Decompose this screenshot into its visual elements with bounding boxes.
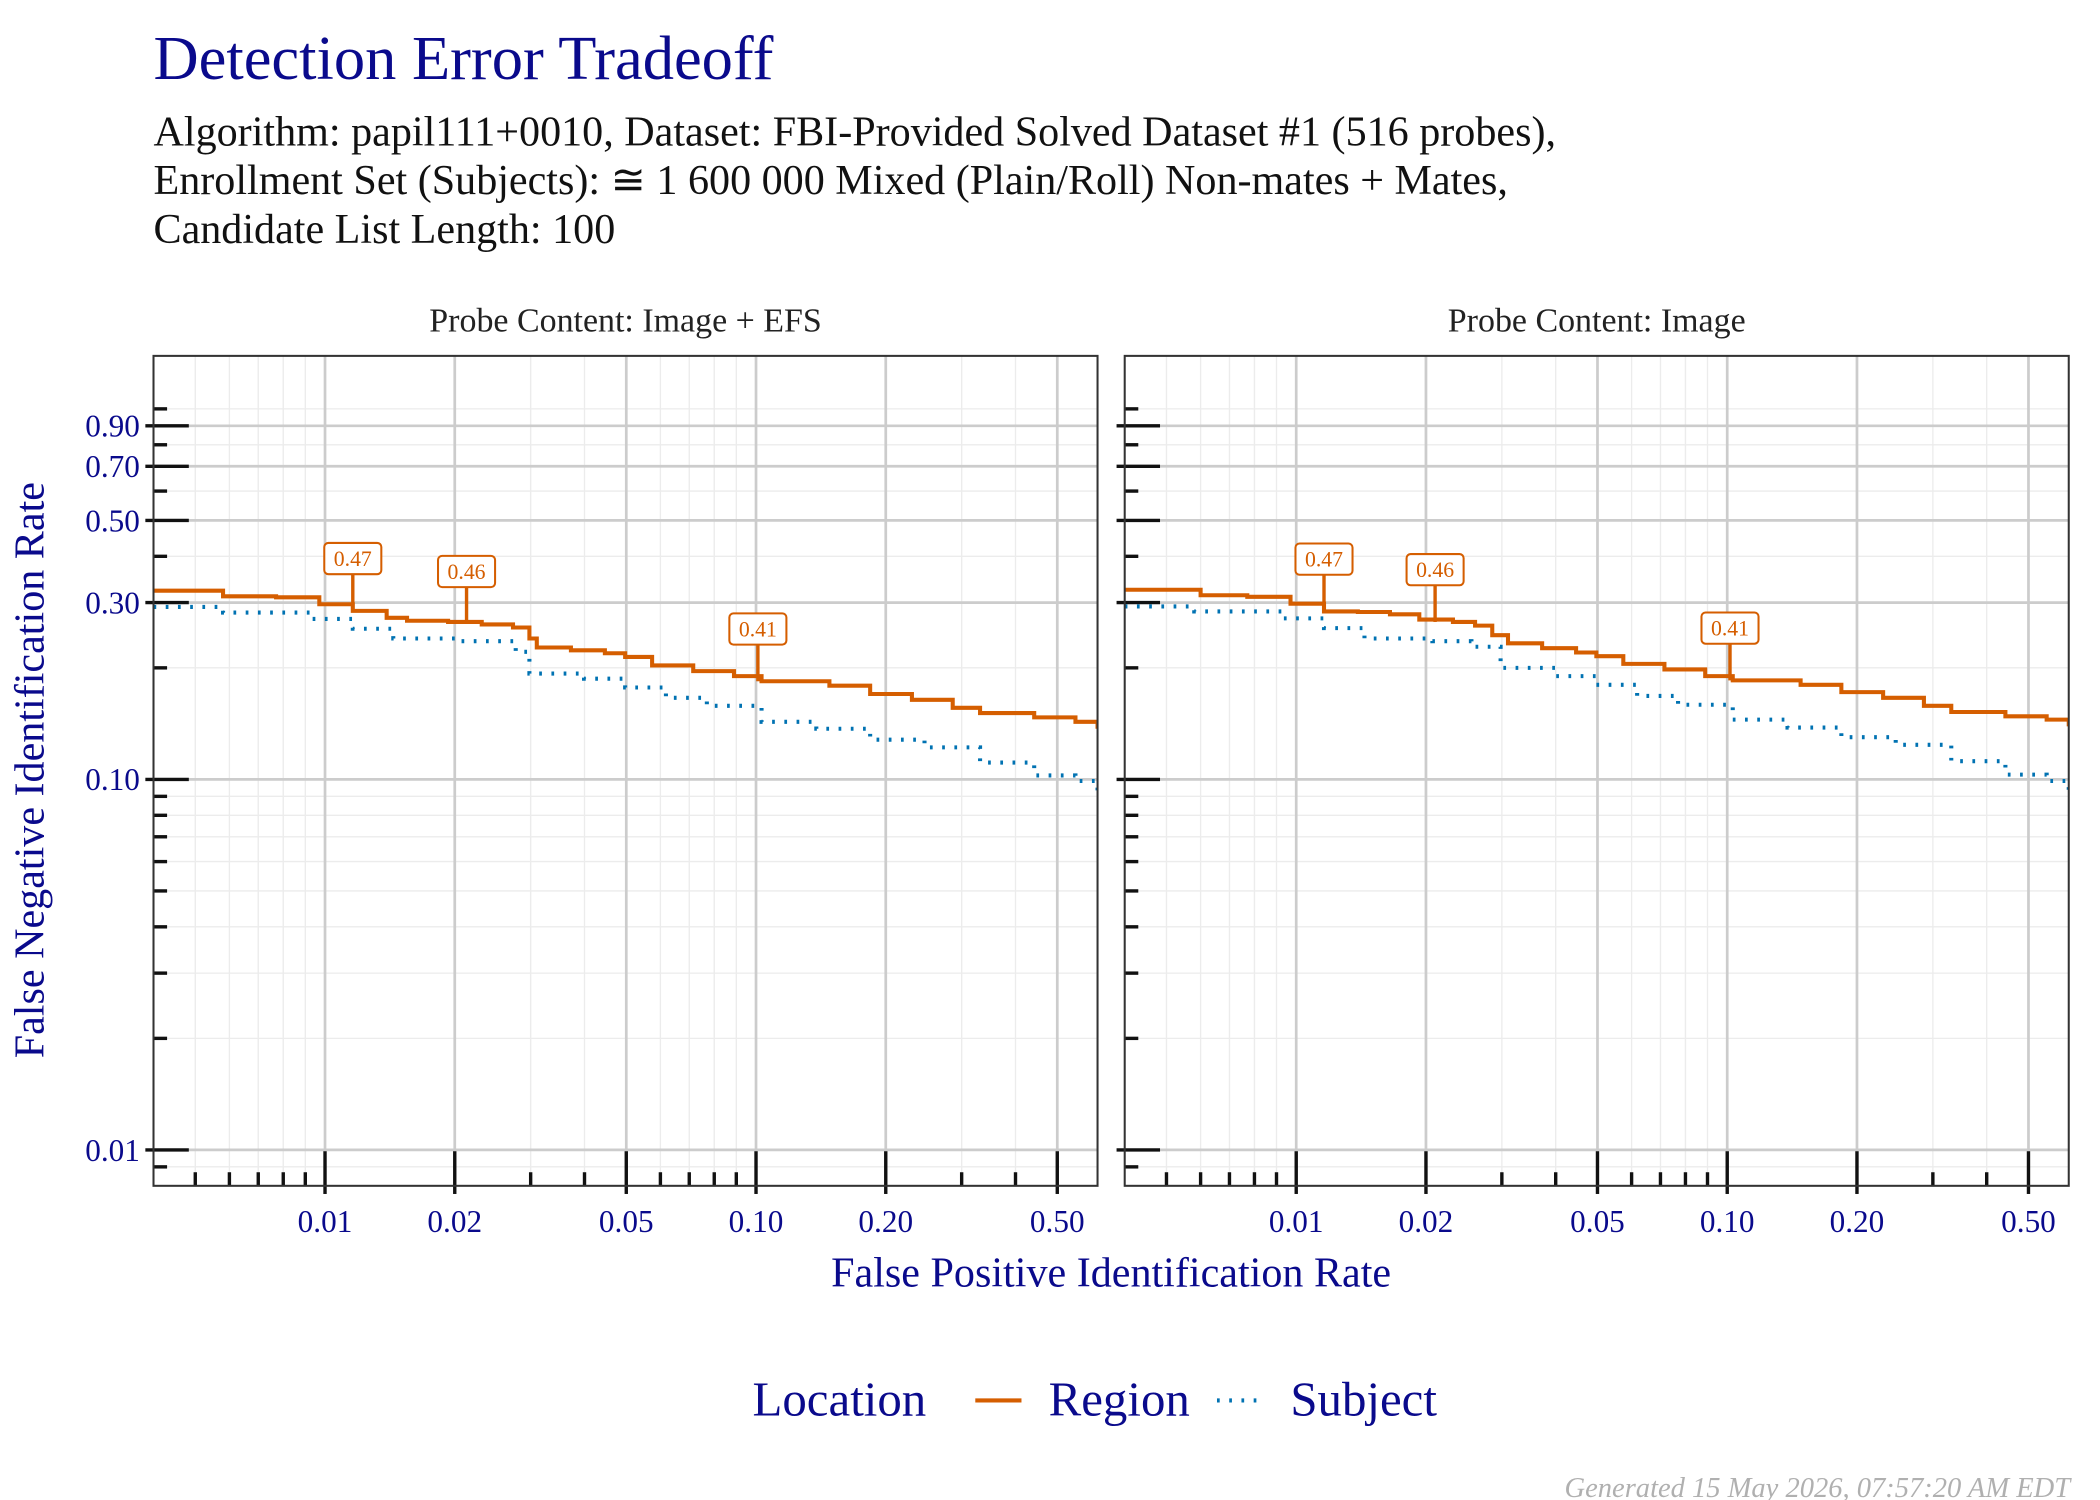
y-tick-label: 0.90 [85, 409, 140, 444]
legend-title: Location [753, 1371, 927, 1426]
subtitle: Enrollment Set (Subjects): ≅ 1 600 000 M… [154, 157, 1508, 204]
annotation-box [323, 541, 383, 576]
x-tick-label: 0.01 [298, 1204, 353, 1239]
annotation-box [437, 554, 497, 589]
x-axis-label: False Positive Identification Rate [831, 1249, 1391, 1296]
y-tick-label: 0.10 [85, 762, 140, 797]
y-tick-label: 0.30 [85, 585, 140, 620]
annotation-label: 0.41 [1711, 617, 1749, 641]
annotation-box [1700, 611, 1760, 645]
x-tick-label: 0.10 [1700, 1204, 1755, 1239]
x-tick-label: 0.02 [427, 1204, 482, 1239]
x-tick-label: 0.02 [1399, 1204, 1454, 1239]
x-tick-label: 0.20 [858, 1204, 913, 1239]
facet-title: Probe Content: Image [1448, 302, 1746, 339]
x-tick-label: 0.20 [1830, 1204, 1885, 1239]
x-tick-label: 0.50 [2001, 1204, 2056, 1239]
y-axis-label: False Negative Identification Rate [6, 482, 53, 1058]
panel: Probe Content: Image 0.01 0.02 0.05 0.10 0.20… [1116, 302, 2070, 1239]
series-line [1124, 587, 2069, 727]
annotation-label: 0.47 [1305, 548, 1343, 572]
annotation-box [728, 612, 788, 646]
x-tick-label: 0.01 [1269, 1204, 1324, 1239]
panel: Probe Content: Image + EFS 0.01 0.02 0.05 0.… [85, 302, 1099, 1239]
annotation-box [1405, 553, 1465, 587]
annotation-label: 0.47 [334, 547, 372, 571]
panel-border [1123, 354, 2070, 1187]
annotation-box [1294, 542, 1354, 576]
series-line [153, 588, 1098, 729]
y-tick-label: 0.01 [85, 1133, 140, 1168]
x-tick-label: 0.05 [599, 1204, 654, 1239]
legend-label: Subject [1290, 1371, 1437, 1426]
annotation-label: 0.41 [739, 617, 777, 641]
annotation-label: 0.46 [1416, 558, 1454, 582]
facet-title: Probe Content: Image + EFS [429, 302, 821, 339]
subtitle: Algorithm: papil111+0010, Dataset: FBI-P… [154, 108, 1557, 155]
legend-label: Region [1049, 1371, 1190, 1426]
series-line [1124, 604, 2069, 796]
x-tick-label: 0.05 [1570, 1204, 1625, 1239]
y-tick-label: 0.50 [85, 503, 140, 538]
footer: Generated 15 May 2026, 07:57:20 AM EDT [1565, 1473, 2073, 1500]
title: Detection Error Tradeoff [154, 23, 774, 93]
series-line [153, 604, 1098, 798]
annotation-label: 0.46 [448, 560, 486, 584]
x-tick-label: 0.10 [729, 1204, 784, 1239]
x-tick-label: 0.50 [1030, 1204, 1085, 1239]
subtitle: Candidate List Length: 100 [154, 206, 616, 253]
panel-border [152, 354, 1099, 1187]
y-tick-label: 0.70 [85, 449, 140, 484]
